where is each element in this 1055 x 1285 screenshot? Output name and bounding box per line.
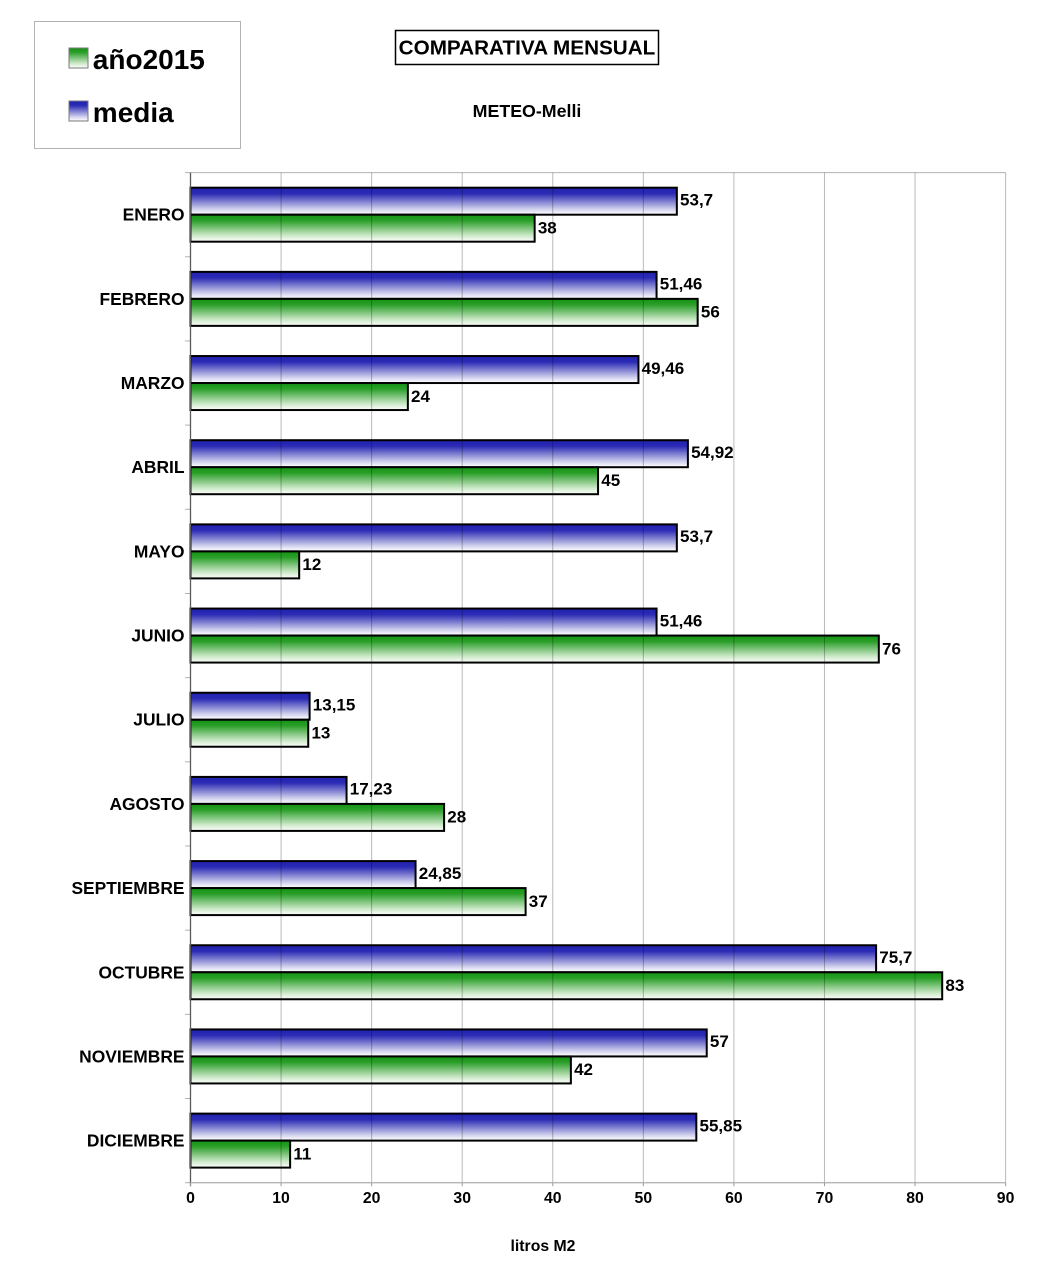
svg-text:70: 70	[816, 1190, 834, 1207]
svg-text:76: 76	[882, 639, 901, 658]
svg-text:49,46: 49,46	[642, 359, 685, 378]
svg-text:año2015: año2015	[93, 44, 205, 75]
svg-text:litros M2: litros M2	[511, 1238, 576, 1255]
svg-text:JULIO: JULIO	[133, 710, 184, 730]
svg-text:60: 60	[725, 1190, 743, 1207]
svg-text:0: 0	[186, 1190, 195, 1207]
svg-text:ENERO: ENERO	[123, 205, 185, 225]
svg-text:30: 30	[453, 1190, 471, 1207]
svg-text:38: 38	[538, 218, 557, 237]
svg-text:NOVIEMBRE: NOVIEMBRE	[79, 1046, 184, 1066]
svg-text:AGOSTO: AGOSTO	[109, 794, 184, 814]
svg-text:54,92: 54,92	[691, 443, 734, 462]
svg-text:24: 24	[411, 387, 430, 406]
svg-text:13,15: 13,15	[313, 696, 356, 715]
svg-text:METEO-Melli: METEO-Melli	[473, 101, 582, 121]
svg-text:51,46: 51,46	[660, 611, 703, 630]
svg-text:57: 57	[710, 1032, 729, 1051]
svg-text:51,46: 51,46	[660, 275, 703, 294]
svg-text:53,7: 53,7	[680, 527, 713, 546]
svg-text:OCTUBRE: OCTUBRE	[99, 962, 185, 982]
svg-text:MARZO: MARZO	[121, 373, 185, 393]
svg-text:11: 11	[293, 1144, 311, 1163]
svg-text:20: 20	[363, 1190, 381, 1207]
svg-text:COMPARATIVA MENSUAL: COMPARATIVA MENSUAL	[399, 37, 656, 60]
svg-text:MAYO: MAYO	[134, 541, 185, 561]
svg-text:42: 42	[574, 1060, 593, 1079]
svg-text:10: 10	[272, 1190, 290, 1207]
svg-text:ABRIL: ABRIL	[131, 457, 185, 477]
svg-text:56: 56	[701, 303, 720, 322]
svg-text:50: 50	[635, 1190, 653, 1207]
svg-text:80: 80	[906, 1190, 924, 1207]
svg-text:83: 83	[945, 976, 964, 995]
svg-text:28: 28	[447, 808, 466, 827]
svg-text:40: 40	[544, 1190, 562, 1207]
svg-text:53,7: 53,7	[680, 190, 713, 209]
svg-text:75,7: 75,7	[879, 948, 912, 967]
svg-text:17,23: 17,23	[350, 780, 393, 799]
svg-text:37: 37	[529, 892, 548, 911]
svg-text:media: media	[93, 97, 174, 128]
svg-text:12: 12	[302, 555, 321, 574]
svg-text:13: 13	[311, 724, 330, 743]
svg-text:JUNIO: JUNIO	[131, 626, 184, 646]
svg-text:55,85: 55,85	[700, 1116, 743, 1135]
svg-text:FEBRERO: FEBRERO	[99, 289, 184, 309]
svg-text:45: 45	[601, 471, 620, 490]
svg-text:SEPTIEMBRE: SEPTIEMBRE	[71, 878, 184, 898]
svg-text:90: 90	[997, 1190, 1015, 1207]
svg-text:24,85: 24,85	[419, 864, 462, 883]
svg-text:DICIEMBRE: DICIEMBRE	[87, 1131, 185, 1151]
